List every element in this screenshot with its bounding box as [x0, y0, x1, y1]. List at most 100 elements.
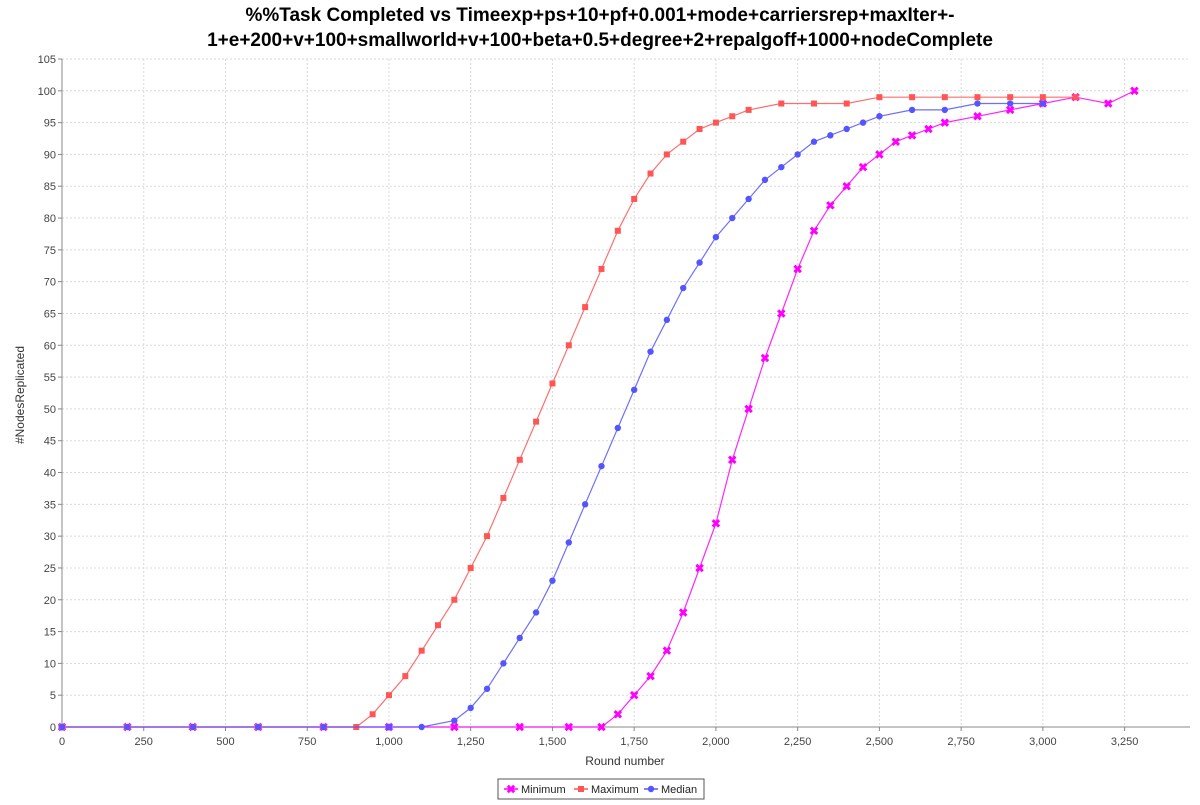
x-tick-label: 1,750: [620, 736, 648, 748]
x-tick-label: 2,750: [947, 736, 975, 748]
data-point: [254, 723, 262, 731]
data-point: [500, 660, 507, 667]
data-point: [598, 462, 605, 470]
data-point: [614, 227, 621, 234]
series-layer: [57, 86, 1139, 732]
legend-label: Median: [661, 784, 697, 796]
series-median: [58, 100, 1047, 731]
data-point: [467, 704, 474, 712]
data-point: [760, 353, 770, 363]
data-point: [483, 685, 491, 693]
y-tick-label: 0: [50, 722, 56, 734]
data-point: [941, 94, 948, 101]
x-tick-label: 3,250: [1111, 736, 1139, 748]
data-point: [696, 259, 703, 266]
legend: Minimum Maximum Median: [497, 778, 705, 800]
y-tick-label: 20: [44, 595, 56, 607]
data-point: [778, 163, 785, 171]
y-tick-label: 45: [44, 436, 56, 448]
data-point: [778, 100, 785, 107]
data-point: [712, 233, 720, 241]
data-point: [646, 671, 655, 681]
data-point: [629, 690, 639, 700]
series-line: [62, 96, 1076, 728]
data-point: [581, 501, 589, 508]
data-point: [974, 94, 981, 101]
data-point: [451, 717, 458, 724]
y-tick-label: 95: [44, 118, 56, 130]
y-tick-label: 85: [44, 181, 56, 193]
y-tick-label: 30: [44, 531, 56, 543]
x-tick-label: 1,250: [457, 736, 485, 748]
data-point: [909, 94, 916, 101]
data-point: [858, 162, 868, 172]
data-point: [533, 418, 540, 425]
data-point: [614, 424, 622, 432]
x-tick-label: 0: [59, 736, 65, 748]
data-point: [484, 533, 491, 540]
chart-title-line2: 1+e+200+v+100+smallworld+v+100+beta+0.5+…: [207, 30, 993, 51]
data-point: [597, 722, 606, 732]
data-point: [761, 176, 769, 184]
y-tick-label: 15: [44, 627, 56, 639]
data-point: [678, 608, 688, 617]
data-point: [810, 138, 818, 145]
data-point: [402, 673, 409, 680]
data-point: [842, 181, 851, 191]
y-axis-label: #NodesReplicated: [13, 346, 27, 444]
y-tick-label: 40: [44, 468, 56, 480]
y-tick-label: 65: [44, 308, 56, 320]
data-point: [711, 519, 721, 528]
x-tick-label: 3,000: [1029, 736, 1057, 748]
chart-title-line1: %%Task Completed vs Timeexp+ps+10+pf+0.0…: [245, 5, 954, 26]
x-tick-label: 2,500: [866, 736, 894, 748]
y-tick-label: 10: [44, 658, 56, 670]
y-tick-label: 105: [38, 54, 56, 66]
data-point: [712, 119, 719, 126]
data-point: [777, 309, 786, 318]
y-tick-label: 25: [44, 563, 56, 575]
y-tick-label: 90: [44, 149, 56, 161]
y-tick-label: 5: [50, 690, 56, 702]
legend-swatch-marker: [647, 785, 655, 793]
data-point: [598, 265, 605, 272]
x-tick-label: 2,250: [784, 736, 812, 748]
data-point: [1039, 100, 1047, 107]
data-point: [941, 106, 948, 114]
data-point: [516, 456, 523, 463]
x-axis-label: Round number: [585, 754, 664, 768]
y-tick-label: 70: [44, 277, 56, 289]
x-tick-label: 250: [135, 736, 153, 748]
y-tick-label: 60: [44, 340, 56, 352]
data-point: [613, 710, 623, 719]
y-tick-label: 75: [44, 245, 56, 257]
data-point: [744, 404, 753, 414]
data-point: [647, 348, 654, 355]
legend-label: Minimum: [521, 784, 566, 796]
data-point: [843, 100, 850, 107]
x-tick-label: 2,000: [702, 736, 730, 748]
data-point: [973, 111, 982, 121]
legend-box: [497, 778, 705, 800]
data-point: [924, 124, 933, 134]
data-point: [745, 195, 752, 203]
data-point: [418, 723, 425, 731]
data-point: [663, 151, 670, 158]
data-point: [793, 264, 802, 274]
data-point: [908, 106, 916, 114]
data-point: [680, 138, 687, 145]
legend-swatch-marker: [506, 784, 516, 794]
data-point: [1006, 100, 1014, 107]
data-point: [549, 380, 556, 387]
data-point: [467, 564, 474, 571]
y-tick-label: 55: [44, 372, 56, 384]
data-point: [1005, 105, 1015, 115]
data-point: [58, 723, 66, 731]
data-point: [745, 106, 752, 113]
data-point: [647, 170, 654, 177]
data-point: [418, 647, 425, 654]
data-point: [728, 455, 737, 465]
data-point: [630, 386, 638, 394]
